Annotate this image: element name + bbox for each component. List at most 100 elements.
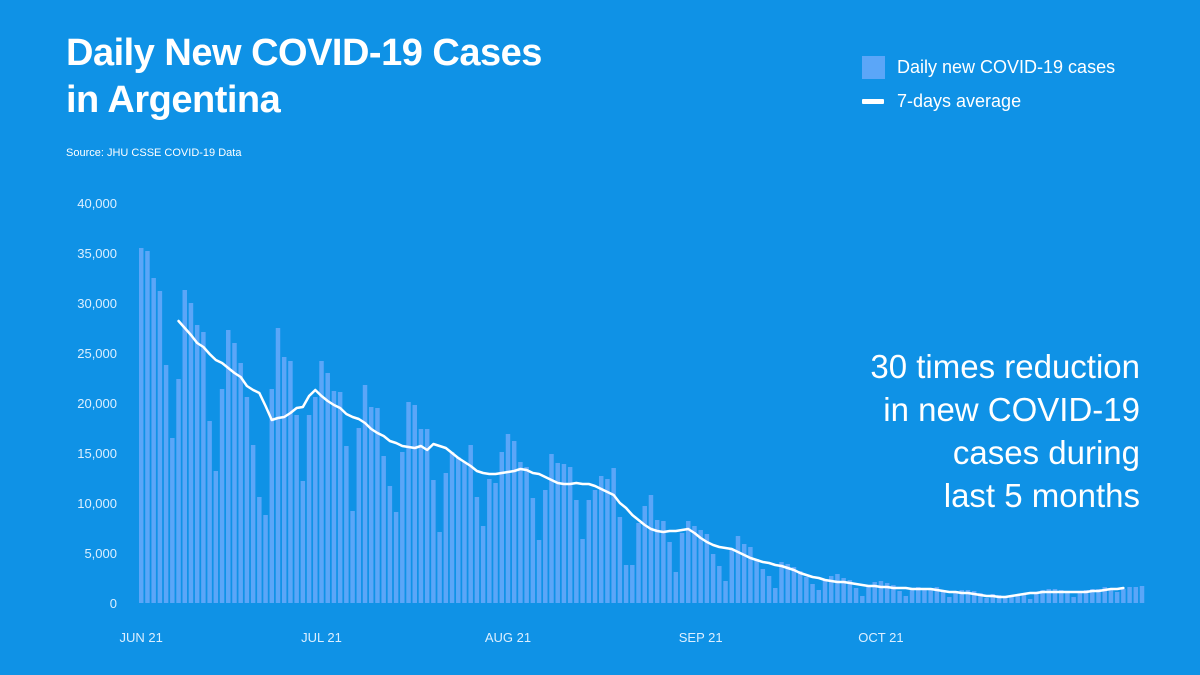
daily-cases-bar [940, 590, 946, 603]
daily-cases-bar [257, 497, 262, 603]
daily-cases-bar [648, 495, 654, 603]
daily-cases-bar [630, 565, 635, 603]
daily-cases-bar [866, 585, 871, 603]
daily-cases-bar [468, 445, 473, 603]
daily-cases-bar [344, 446, 349, 603]
chart-title: Daily New COVID-19 Cases in Argentina [66, 30, 686, 124]
legend-item-line: 7-days average [862, 84, 1115, 118]
daily-cases-bar [194, 325, 200, 603]
legend-bar-swatch [862, 55, 885, 79]
daily-cases-bar [990, 594, 996, 603]
y-tick-label: 30,000 [77, 296, 117, 311]
daily-cases-bar [207, 421, 212, 603]
daily-cases-bar [1090, 589, 1095, 603]
daily-cases-bar [1096, 589, 1101, 603]
daily-cases-bar [1071, 597, 1076, 603]
daily-cases-bar [275, 328, 281, 603]
daily-cases-bar [791, 567, 797, 603]
daily-cases-bar [779, 562, 784, 603]
daily-cases-bar [549, 454, 554, 603]
daily-cases-bar [250, 445, 256, 603]
legend-bars-label: Daily new COVID-19 cases [897, 56, 1116, 77]
daily-cases-bar [1009, 595, 1014, 603]
callout-line-2: in new COVID-19 [883, 391, 1140, 428]
daily-cases-bar [965, 590, 971, 603]
daily-cases-bar [219, 389, 225, 603]
daily-cases-bar [493, 483, 498, 603]
daily-cases-bar [903, 596, 909, 603]
daily-cases-bar [505, 434, 511, 603]
daily-cases-bar [586, 500, 592, 603]
daily-cases-bar [592, 490, 598, 603]
daily-cases-bar [804, 577, 809, 603]
daily-cases-bar [437, 532, 442, 603]
daily-cases-bar [1102, 587, 1107, 603]
daily-cases-bar [1046, 589, 1052, 603]
daily-cases-bar [567, 467, 573, 603]
daily-cases-bar [686, 521, 691, 603]
daily-cases-bar [872, 582, 877, 603]
daily-cases-bar [1108, 589, 1114, 603]
daily-cases-bar [835, 574, 840, 603]
daily-cases-bar [978, 593, 983, 603]
daily-cases-bar [605, 479, 610, 603]
daily-cases-bar [213, 471, 219, 603]
chart-title-line-1: Daily New COVID-19 Cases [66, 32, 542, 74]
daily-cases-bar [847, 580, 853, 603]
daily-cases-bar [201, 332, 206, 603]
daily-cases-bar [617, 517, 623, 603]
daily-cases-bar [735, 536, 741, 603]
callout-text: 30 times reduction in new COVID-19 cases… [720, 345, 1140, 517]
daily-cases-bar [524, 467, 529, 603]
daily-cases-bar [530, 498, 536, 603]
y-tick-label: 20,000 [77, 396, 117, 411]
daily-cases-bar [580, 539, 585, 603]
daily-cases-bar [984, 598, 989, 603]
daily-cases-bar [518, 462, 523, 603]
daily-cases-bar [1052, 589, 1058, 603]
daily-cases-bar [661, 521, 666, 603]
chart-title-line-2: in Argentina [66, 79, 281, 121]
x-tick-label: JUL 21 [301, 630, 342, 645]
daily-cases-bar [841, 578, 846, 603]
y-tick-label: 10,000 [77, 496, 117, 511]
y-tick-label: 15,000 [77, 446, 117, 461]
daily-cases-bar [1077, 591, 1083, 603]
chart-legend: Daily new COVID-19 cases 7-days average [862, 50, 1115, 118]
daily-cases-bar [717, 566, 722, 603]
daily-cases-bar [773, 588, 778, 603]
y-tick-label: 0 [110, 596, 117, 611]
daily-cases-bar [487, 479, 492, 603]
callout-line-4: last 5 months [943, 477, 1140, 514]
daily-cases-bar [654, 520, 660, 603]
daily-cases-bar [822, 579, 828, 603]
daily-cases-bar [878, 581, 884, 603]
x-axis: JUN 21 JUL 21 AUG 21 SEP 21 OCT 21 [120, 630, 904, 645]
daily-cases-bar [362, 385, 368, 603]
daily-cases-bar [1121, 589, 1126, 603]
y-tick-label: 25,000 [77, 346, 117, 361]
daily-cases-bar [1015, 594, 1020, 603]
daily-cases-bar [797, 571, 803, 603]
daily-cases-bar [816, 590, 822, 603]
daily-cases-bar [1083, 590, 1089, 603]
daily-cases-bar [754, 559, 759, 603]
daily-cases-bar [356, 428, 362, 603]
daily-cases-bar [300, 481, 306, 603]
daily-cases-bar [232, 343, 237, 603]
daily-cases-bar [1027, 599, 1033, 603]
daily-cases-bar [474, 497, 480, 603]
daily-cases-bar [331, 391, 337, 603]
daily-cases-bar [263, 515, 268, 603]
daily-cases-bar [412, 405, 417, 603]
daily-cases-bar [424, 429, 430, 603]
chart-source-note: Source: JHU CSSE COVID-19 Data [66, 147, 242, 159]
daily-cases-bar [860, 596, 865, 603]
daily-cases-bar [611, 468, 616, 603]
daily-cases-bar [511, 441, 517, 603]
daily-cases-bar [916, 587, 921, 603]
daily-cases-bar [760, 569, 766, 603]
y-tick-label: 40,000 [77, 196, 117, 211]
daily-cases-bar [536, 540, 542, 603]
daily-cases-bar [884, 583, 890, 603]
